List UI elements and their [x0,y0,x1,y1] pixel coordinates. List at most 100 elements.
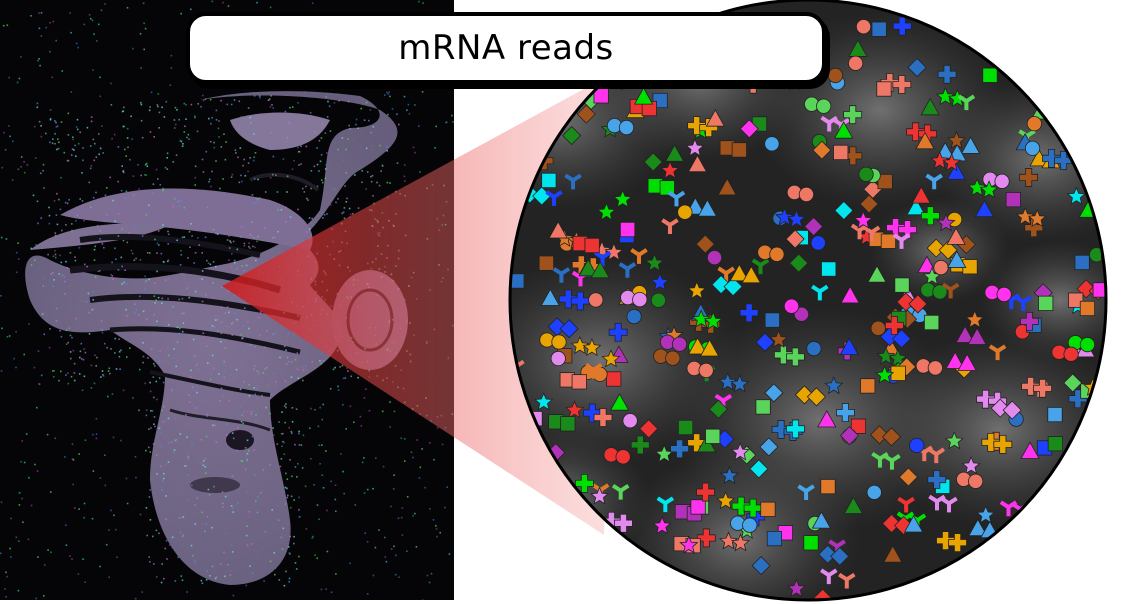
mrna-read-triangle-marker [883,545,903,563]
mrna-read-tri-branch-marker [892,233,911,249]
mrna-read-triangle-marker [915,131,935,150]
mrna-read-tri-branch-marker [820,115,838,132]
mrna-read-circle-marker [671,336,688,352]
mrna-read-triangle-marker [729,263,749,282]
mrna-read-star-marker [718,372,738,391]
mrna-read-diamond-marker [794,385,815,405]
mrna-read-triangle-marker [955,325,975,343]
mrna-read-triangle-marker [687,336,708,355]
mrna-read-tri-branch-marker [883,453,901,470]
mrna-read-plus-marker [884,316,904,335]
mrna-read-diamond-marker [562,125,582,146]
mrna-read-star-marker [965,309,985,329]
mrna-read-plus-marker [731,496,751,516]
mrna-read-square-marker [803,535,819,551]
mrna-read-circle-marker [764,136,780,152]
mrna-read-circle-marker [615,449,631,465]
mrna-read-square-marker [705,428,721,444]
mrna-read-star-marker [947,88,968,108]
mrna-read-circle-marker [1063,346,1079,362]
mrna-read-diamond-marker [896,292,916,312]
mrna-read-plus-marker [976,389,995,409]
mrna-read-tri-branch-marker [661,218,679,234]
mrna-read-circle-marker [1026,116,1042,132]
mrna-read-star-marker [875,365,895,384]
mrna-read-triangle-marker [903,514,924,533]
mrna-read-star-marker [1027,208,1047,228]
mrna-read-star-marker [824,376,844,395]
mrna-read-square-marker [606,371,622,387]
mrna-read-square-marker [538,255,555,271]
mrna-read-star-marker [1015,206,1035,226]
mrna-read-square-marker [876,81,892,97]
mrna-read-plus-marker [743,498,763,518]
mrna-read-triangle-marker [920,97,940,116]
mrna-read-circle-marker [551,334,567,350]
mrna-read-star-marker [601,349,621,368]
mrna-read-diamond-marker [723,277,743,297]
mrna-read-circle-marker [927,360,943,376]
mrna-read-plus-marker [570,291,590,311]
mrna-read-triangle-marker [967,327,987,345]
mrna-read-square-marker [619,221,636,238]
mrna-read-star-marker [774,207,794,226]
mrna-read-square-marker [677,419,694,436]
mrna-read-star-marker [613,189,633,208]
mrna-read-square-marker [510,273,525,289]
mrna-read-tri-branch-marker [618,262,637,278]
mrna-read-star-marker [976,505,996,524]
mrna-read-circle-marker [858,166,874,182]
mrna-read-plus-marker [786,419,805,439]
mrna-read-diamond-marker [882,513,902,534]
mrna-read-star-marker [731,533,751,552]
mrna-read-circle-marker [1079,337,1096,353]
mrna-read-circle-marker [870,320,886,336]
mrna-read-star-marker [679,535,699,554]
mrna-read-plus-marker [937,64,957,84]
mrna-read-star-marker [534,392,554,411]
mrna-read-diamond-marker [990,398,1010,418]
mrna-read-circle-marker [932,284,948,300]
mrna-read-square-marker [821,261,837,277]
mrna-read-tri-branch-marker [611,484,630,500]
mrna-read-star-marker [685,138,705,157]
mrna-read-square-marker [731,142,747,158]
mrna-read-triangle-marker [548,221,568,239]
mrna-read-star-marker [944,431,964,450]
mrna-read-star-marker [936,213,956,232]
mrna-read-plus-marker [558,289,578,309]
mrna-read-square-marker [894,277,910,293]
mrna-read-circle-marker [618,119,635,136]
mrna-read-star-marker [582,338,602,357]
mrna-read-tri-branch-marker [925,173,943,190]
mrna-read-triangle-marker [590,260,610,279]
mrna-read-star-marker [570,336,590,355]
mrna-read-star-marker [687,280,707,300]
mrna-read-plus-marker [696,482,715,502]
mrna-read-star-marker [719,531,739,550]
mrna-read-diamond-marker [739,119,759,139]
mrna-read-tri-branch-marker [988,344,1007,361]
mrna-read-circle-marker [783,298,800,314]
mrna-read-diamond-marker [639,419,659,439]
mrna-read-triangle-marker [699,338,720,357]
mrna-read-square-marker [820,478,836,495]
mrna-read-plus-marker [927,470,947,489]
mrna-read-star-marker [644,253,665,272]
mrna-read-plus-marker [1019,168,1039,187]
mrna-read-circle-marker [793,306,810,322]
mrna-read-plus-marker [630,435,650,455]
mrna-read-plus-marker [614,513,633,533]
mrna-read-diamond-marker [749,459,769,479]
mrna-read-circle-marker [665,350,681,366]
mrna-read-plus-marker [773,345,793,365]
mrna-read-circle-marker [650,292,667,308]
mrna-read-diamond-marker [1063,373,1083,393]
mrna-read-triangle-marker [664,144,685,162]
mrna-read-tri-branch-marker [552,267,571,283]
mrna-read-diamond-marker [898,467,918,487]
mrna-read-star-marker [786,209,806,228]
mrna-read-tri-branch-marker [897,496,915,513]
